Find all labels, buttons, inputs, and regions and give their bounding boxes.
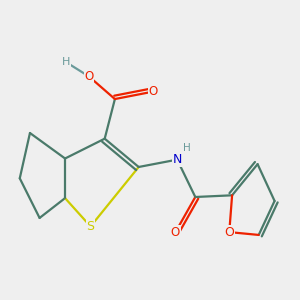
Text: O: O [148, 85, 158, 98]
Text: S: S [86, 220, 94, 233]
Text: H: H [184, 143, 191, 153]
Text: H: H [62, 57, 70, 67]
Text: O: O [224, 226, 234, 238]
Text: O: O [171, 226, 180, 238]
Text: O: O [84, 70, 94, 83]
Text: N: N [172, 153, 182, 166]
